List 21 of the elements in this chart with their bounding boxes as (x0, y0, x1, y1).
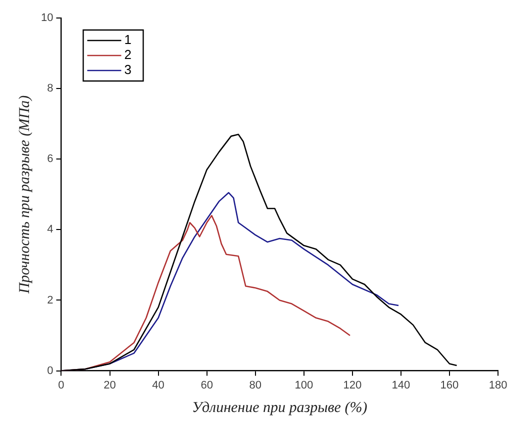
x-tick-label: 100 (294, 379, 314, 392)
legend-label: 3 (124, 62, 132, 78)
x-tick-label: 180 (488, 379, 508, 392)
y-tick-label: 0 (47, 364, 54, 377)
x-tick-label: 160 (440, 379, 459, 392)
x-tick-label: 140 (392, 379, 410, 392)
y-tick-label: 4 (47, 224, 54, 236)
x-tick-label: 20 (104, 379, 116, 392)
x-tick-label: 40 (152, 379, 164, 392)
x-tick-label: 0 (58, 379, 64, 392)
y-tick-label: 6 (47, 153, 54, 166)
legend-label: 2 (124, 47, 132, 62)
x-tick-label: 120 (343, 379, 362, 392)
x-tick-label: 60 (200, 379, 213, 392)
legend-label: 1 (124, 32, 132, 48)
x-axis-title: Удлинение при разрыве (%) (192, 400, 368, 416)
y-axis-title: Прочность при разрыве (МПа) (16, 95, 33, 294)
y-tick-label: 8 (47, 82, 54, 95)
x-tick-label: 80 (249, 379, 262, 392)
y-tick-label: 10 (40, 12, 54, 24)
y-tick-label: 2 (47, 294, 54, 306)
